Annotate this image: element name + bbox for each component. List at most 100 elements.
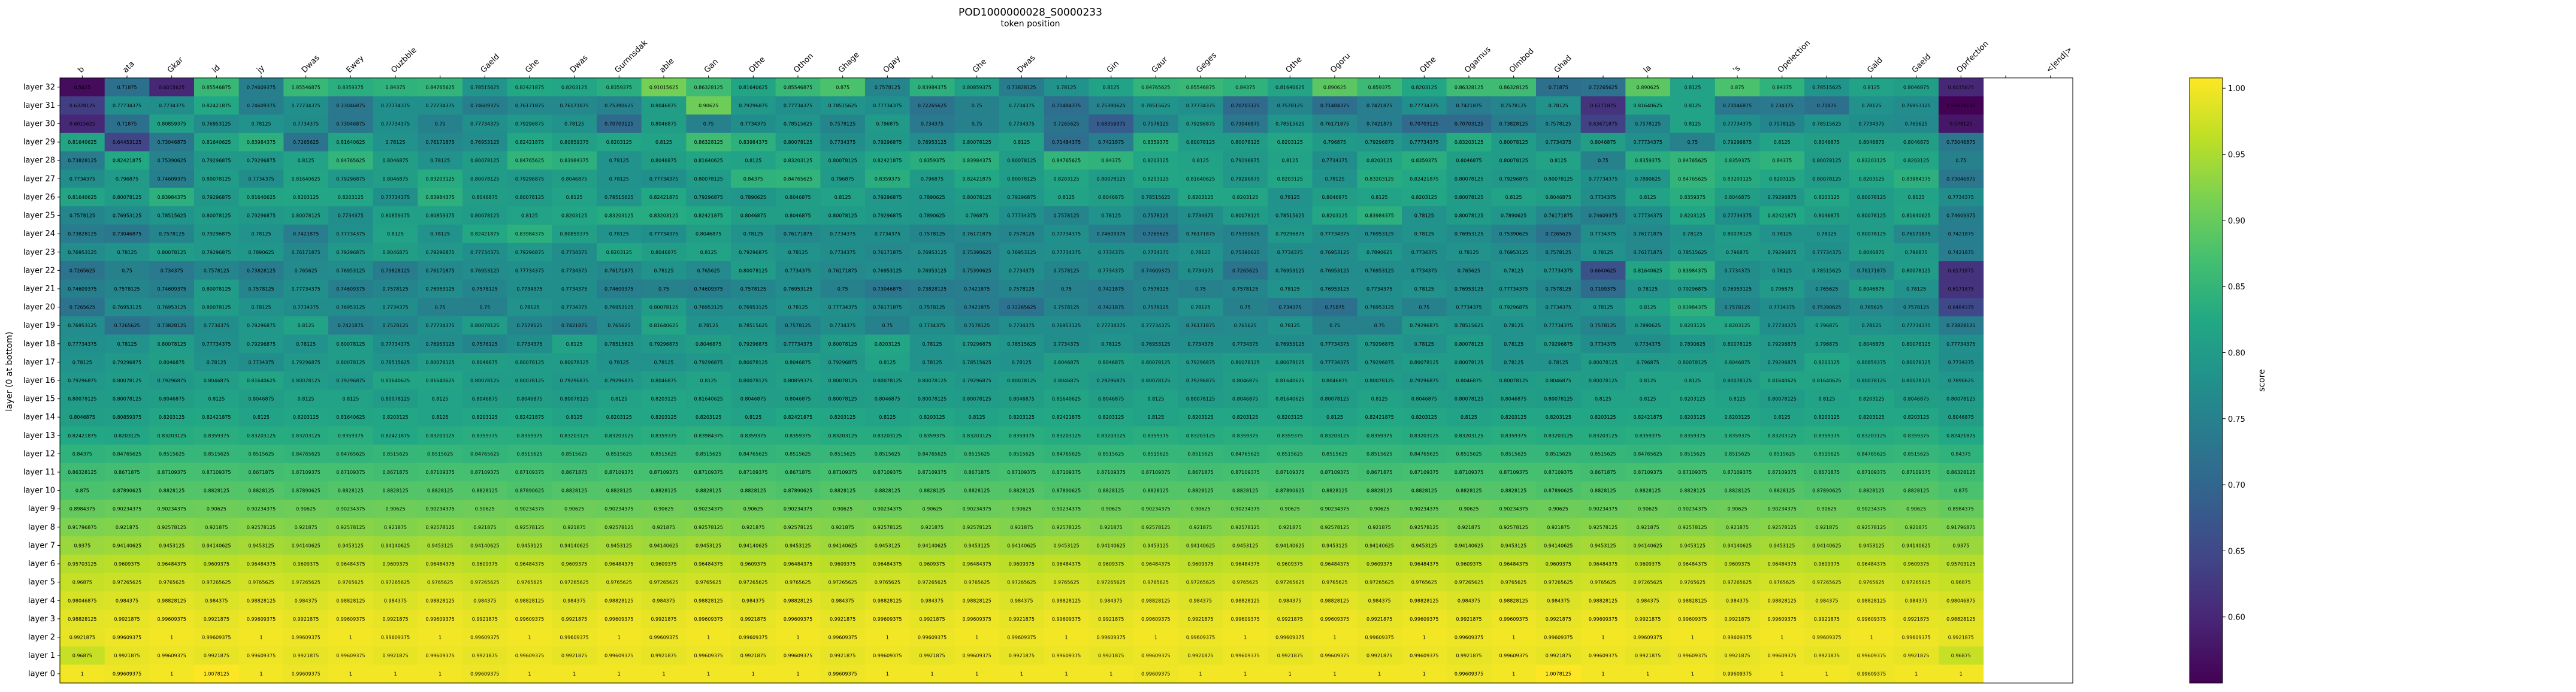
heatmap-value-label: 0.84375 <box>1101 158 1121 164</box>
heatmap-value-label: 0.98828125 <box>1410 598 1438 603</box>
heatmap-value-label: 0.8046875 <box>1724 195 1750 200</box>
heatmap-value-label: 0.7578125 <box>1277 103 1303 108</box>
heatmap-cell <box>775 114 821 134</box>
heatmap-value-label: 0.8359375 <box>1143 140 1169 145</box>
heatmap-cell <box>462 78 508 97</box>
y-tick-label: layer 32 <box>23 83 55 92</box>
heatmap-value-label: 0.84375 <box>1235 84 1255 90</box>
heatmap-cell <box>1670 96 1716 115</box>
heatmap-cell <box>909 316 955 335</box>
heatmap-value-label: 0.98828125 <box>247 598 276 603</box>
heatmap-cell <box>1312 78 1357 97</box>
heatmap-cell <box>1491 316 1537 335</box>
heatmap-value-label: 0.98828125 <box>1230 598 1259 603</box>
heatmap-value-label: 0.921875 <box>1726 525 1749 530</box>
heatmap-cell <box>1357 243 1402 262</box>
heatmap-cell <box>641 170 687 189</box>
heatmap-value-label: 0.8671875 <box>785 470 811 475</box>
heatmap-value-label: 1 <box>394 672 397 677</box>
y-tick-label: layer 23 <box>23 248 55 257</box>
heatmap-value-label: 0.80859375 <box>1857 359 1886 365</box>
heatmap-value-label: 0.79296875 <box>1767 359 1796 365</box>
heatmap-value-label: 0.83984375 <box>157 195 186 200</box>
heatmap-value-label: 0.8125 <box>835 195 851 200</box>
heatmap-value-label: 0.83203125 <box>157 433 186 439</box>
heatmap-value-label: 0.7265625 <box>1546 231 1571 237</box>
heatmap-value-label: 0.921875 <box>1905 525 1928 530</box>
heatmap-value-label: 0.94140625 <box>1901 543 1930 548</box>
heatmap-value-label: 0.73828125 <box>1499 122 1528 127</box>
heatmap-cell <box>1715 316 1760 335</box>
heatmap-value-label: 0.92578125 <box>336 525 365 530</box>
heatmap-cell <box>1849 279 1894 298</box>
heatmap-value-label: 0.97265625 <box>113 580 141 585</box>
heatmap-value-label: 0.8046875 <box>651 103 676 108</box>
heatmap-value-label: 0.79296875 <box>1678 286 1707 292</box>
heatmap-value-label: 0.984375 <box>384 598 407 603</box>
x-tick-label: Ghad <box>1553 54 1574 75</box>
heatmap-value-label: 0.78125 <box>251 231 271 237</box>
heatmap-value-label: 0.80078125 <box>828 342 857 347</box>
heatmap-cell <box>1715 170 1760 189</box>
heatmap-value-label: 0.74609375 <box>1946 213 1975 219</box>
heatmap-value-label: 0.75390625 <box>1096 103 1125 108</box>
heatmap-value-label: 0.8828125 <box>427 488 453 494</box>
heatmap-value-label: 0.87890625 <box>291 488 320 494</box>
heatmap-cell <box>1625 243 1671 262</box>
heatmap-cell <box>1312 243 1357 262</box>
heatmap-value-label: 0.5625 <box>74 84 90 90</box>
heatmap-value-label: 0.8125 <box>1326 415 1343 420</box>
heatmap-value-label: 0.77734375 <box>784 103 812 108</box>
heatmap-value-label: 0.90625 <box>1280 506 1300 512</box>
heatmap-value-label: 0.73046875 <box>1723 103 1752 108</box>
heatmap-value-label: 0.99609375 <box>1499 653 1528 658</box>
heatmap-value-label: 0.8203125 <box>1411 195 1437 200</box>
heatmap-value-label: 0.8046875 <box>651 378 676 383</box>
heatmap-cell <box>1491 188 1537 207</box>
heatmap-value-label: 0.80078125 <box>1857 195 1886 200</box>
heatmap-value-label: 0.9453125 <box>159 543 185 548</box>
heatmap-value-label: 0.7734375 <box>830 323 855 328</box>
colorbar-tick-label: 0.75 <box>2228 415 2245 424</box>
heatmap-value-label: 0.77734375 <box>381 122 410 127</box>
heatmap-value-label: 0.76953125 <box>918 250 947 255</box>
heatmap-value-label: 0.7890625 <box>740 195 766 200</box>
heatmap-cell <box>1268 224 1313 243</box>
heatmap-value-label: 0.73828125 <box>1007 84 1036 90</box>
heatmap-value-label: 0.77734375 <box>470 122 499 127</box>
heatmap-cell <box>1715 298 1760 317</box>
heatmap-cell <box>418 151 463 170</box>
heatmap-cell <box>1268 298 1313 317</box>
heatmap-cell <box>865 132 911 152</box>
heatmap-value-label: 0.8046875 <box>1098 397 1124 402</box>
heatmap-value-label: 0.99609375 <box>381 634 410 640</box>
heatmap-cell <box>238 206 284 225</box>
heatmap-cell <box>597 96 642 115</box>
heatmap-cell <box>1402 114 1447 134</box>
heatmap-cell <box>1491 261 1537 280</box>
heatmap-value-label: 0.84765625 <box>1857 451 1886 457</box>
heatmap-value-label: 0.80078125 <box>1499 140 1528 145</box>
heatmap-value-label: 0.81640625 <box>202 140 231 145</box>
heatmap-value-label: 0.96484375 <box>1589 561 1617 567</box>
heatmap-value-label: 0.87890625 <box>1812 488 1841 494</box>
heatmap-value-label: 0.984375 <box>205 598 228 603</box>
heatmap-value-label: 0.83984375 <box>425 195 454 200</box>
heatmap-value-label: 0.8515625 <box>875 451 900 457</box>
heatmap-cell <box>1491 279 1537 298</box>
heatmap-value-label: 0.80078125 <box>470 176 499 182</box>
heatmap-value-label: 0.90234375 <box>1678 506 1707 512</box>
heatmap-value-label: 0.80078125 <box>1589 359 1617 365</box>
heatmap-cell <box>820 151 866 170</box>
heatmap-value-label: 0.92578125 <box>425 525 454 530</box>
heatmap-cell <box>1536 316 1582 335</box>
heatmap-value-label: 0.82421875 <box>873 158 902 164</box>
heatmap-value-label: 0.75 <box>703 122 714 127</box>
heatmap-value-label: 0.8828125 <box>919 488 945 494</box>
heatmap-cell <box>1939 224 1984 243</box>
heatmap-cell <box>999 316 1045 335</box>
heatmap-value-label: 0.7265625 <box>69 305 95 310</box>
heatmap-cell <box>1446 206 1492 225</box>
heatmap-value-label: 0.78125 <box>117 342 137 347</box>
heatmap-value-label: 0.9453125 <box>875 543 900 548</box>
